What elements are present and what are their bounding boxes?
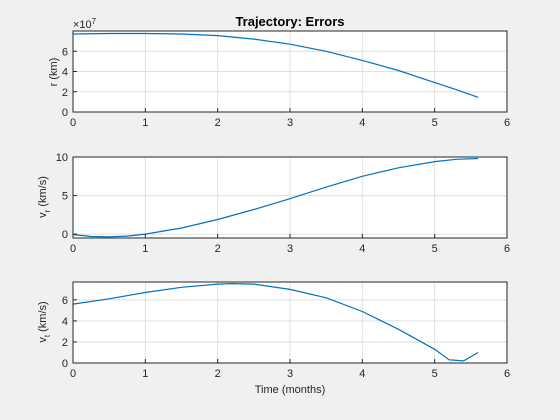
subplot-3-x-tick-label: 0 (70, 368, 76, 380)
subplot-1-x-tick-label: 1 (142, 117, 148, 129)
subplot-3-ticks: 0 1 2 3 4 5 6 0 2 4 6 (62, 295, 510, 380)
subplot-1-series-line (72, 32, 479, 98)
subplot-1-x-tick-label: 5 (432, 117, 438, 129)
subplot-1-y-axis-label: r (km) (48, 58, 60, 87)
subplot-2-x-tick-label: 6 (504, 243, 510, 255)
subplot-1-x-tick-label: 4 (359, 117, 365, 129)
subplot-3-y-tick-label: 0 (62, 358, 68, 370)
subplot-2-x-tick-label: 5 (432, 243, 438, 255)
subplot-2-y-axis-label: vr (km/s) (37, 176, 52, 218)
subplot-3-series-line (72, 282, 479, 362)
subplot-3-y-tick-label: 4 (62, 316, 68, 328)
subplot-2-y-tick-label: 10 (56, 152, 68, 164)
subplot-2-y-tick-label: 5 (62, 191, 68, 203)
subplot-1-x-tick-label: 0 (70, 117, 76, 129)
subplot-3-y-tick-label: 6 (62, 295, 68, 307)
subplot-1-x-tick-label: 3 (287, 117, 293, 129)
subplot-1: 0 1 2 3 4 5 6 0 2 4 6 Trajectory: Errors ×107 r (k… (48, 14, 510, 129)
subplot-2-x-tick-label: 0 (70, 243, 76, 255)
x-axis-label: Time (months) (255, 384, 326, 396)
subplot-1-x-tick-label: 2 (215, 117, 221, 129)
subplot-3-x-tick-label: 4 (359, 368, 365, 380)
subplot-1-y-tick-label: 0 (62, 107, 68, 119)
subplot-2-x-tick-label: 3 (287, 243, 293, 255)
subplot-3-x-tick-label: 5 (432, 368, 438, 380)
subplot-2-y-tick-label: 0 (62, 229, 68, 241)
subplot-1-y-tick-label: 4 (62, 67, 68, 79)
subplot-3-x-tick-label: 6 (504, 368, 510, 380)
subplot-1-y-tick-label: 2 (62, 87, 68, 99)
subplot-2: 0 1 2 3 4 5 6 0 5 10 vr (km/s) (37, 152, 510, 255)
subplot-3-x-tick-label: 3 (287, 368, 293, 380)
chart-title: Trajectory: Errors (235, 14, 344, 29)
subplot-2-x-tick-label: 2 (215, 243, 221, 255)
subplot-3-x-tick-label: 1 (142, 368, 148, 380)
subplot-2-x-tick-label: 4 (359, 243, 365, 255)
subplot-1-ticks: 0 1 2 3 4 5 6 0 2 4 6 (62, 46, 510, 129)
subplot-1-exponent-label: ×107 (73, 17, 97, 31)
subplot-2-ticks: 0 1 2 3 4 5 6 0 5 10 (56, 152, 510, 255)
subplot-2-series-line (72, 157, 479, 238)
subplot-3-y-axis-label: vt (km/s) (37, 301, 52, 342)
subplot-3-y-tick-label: 2 (62, 337, 68, 349)
subplot-1-y-tick-label: 6 (62, 46, 68, 58)
subplot-3: 0 1 2 3 4 5 6 0 2 4 6 vt (km/s) Time (months) (37, 281, 510, 396)
subplot-2-x-tick-label: 1 (142, 243, 148, 255)
subplot-3-x-tick-label: 2 (215, 368, 221, 380)
subplot-1-x-tick-label: 6 (504, 117, 510, 129)
